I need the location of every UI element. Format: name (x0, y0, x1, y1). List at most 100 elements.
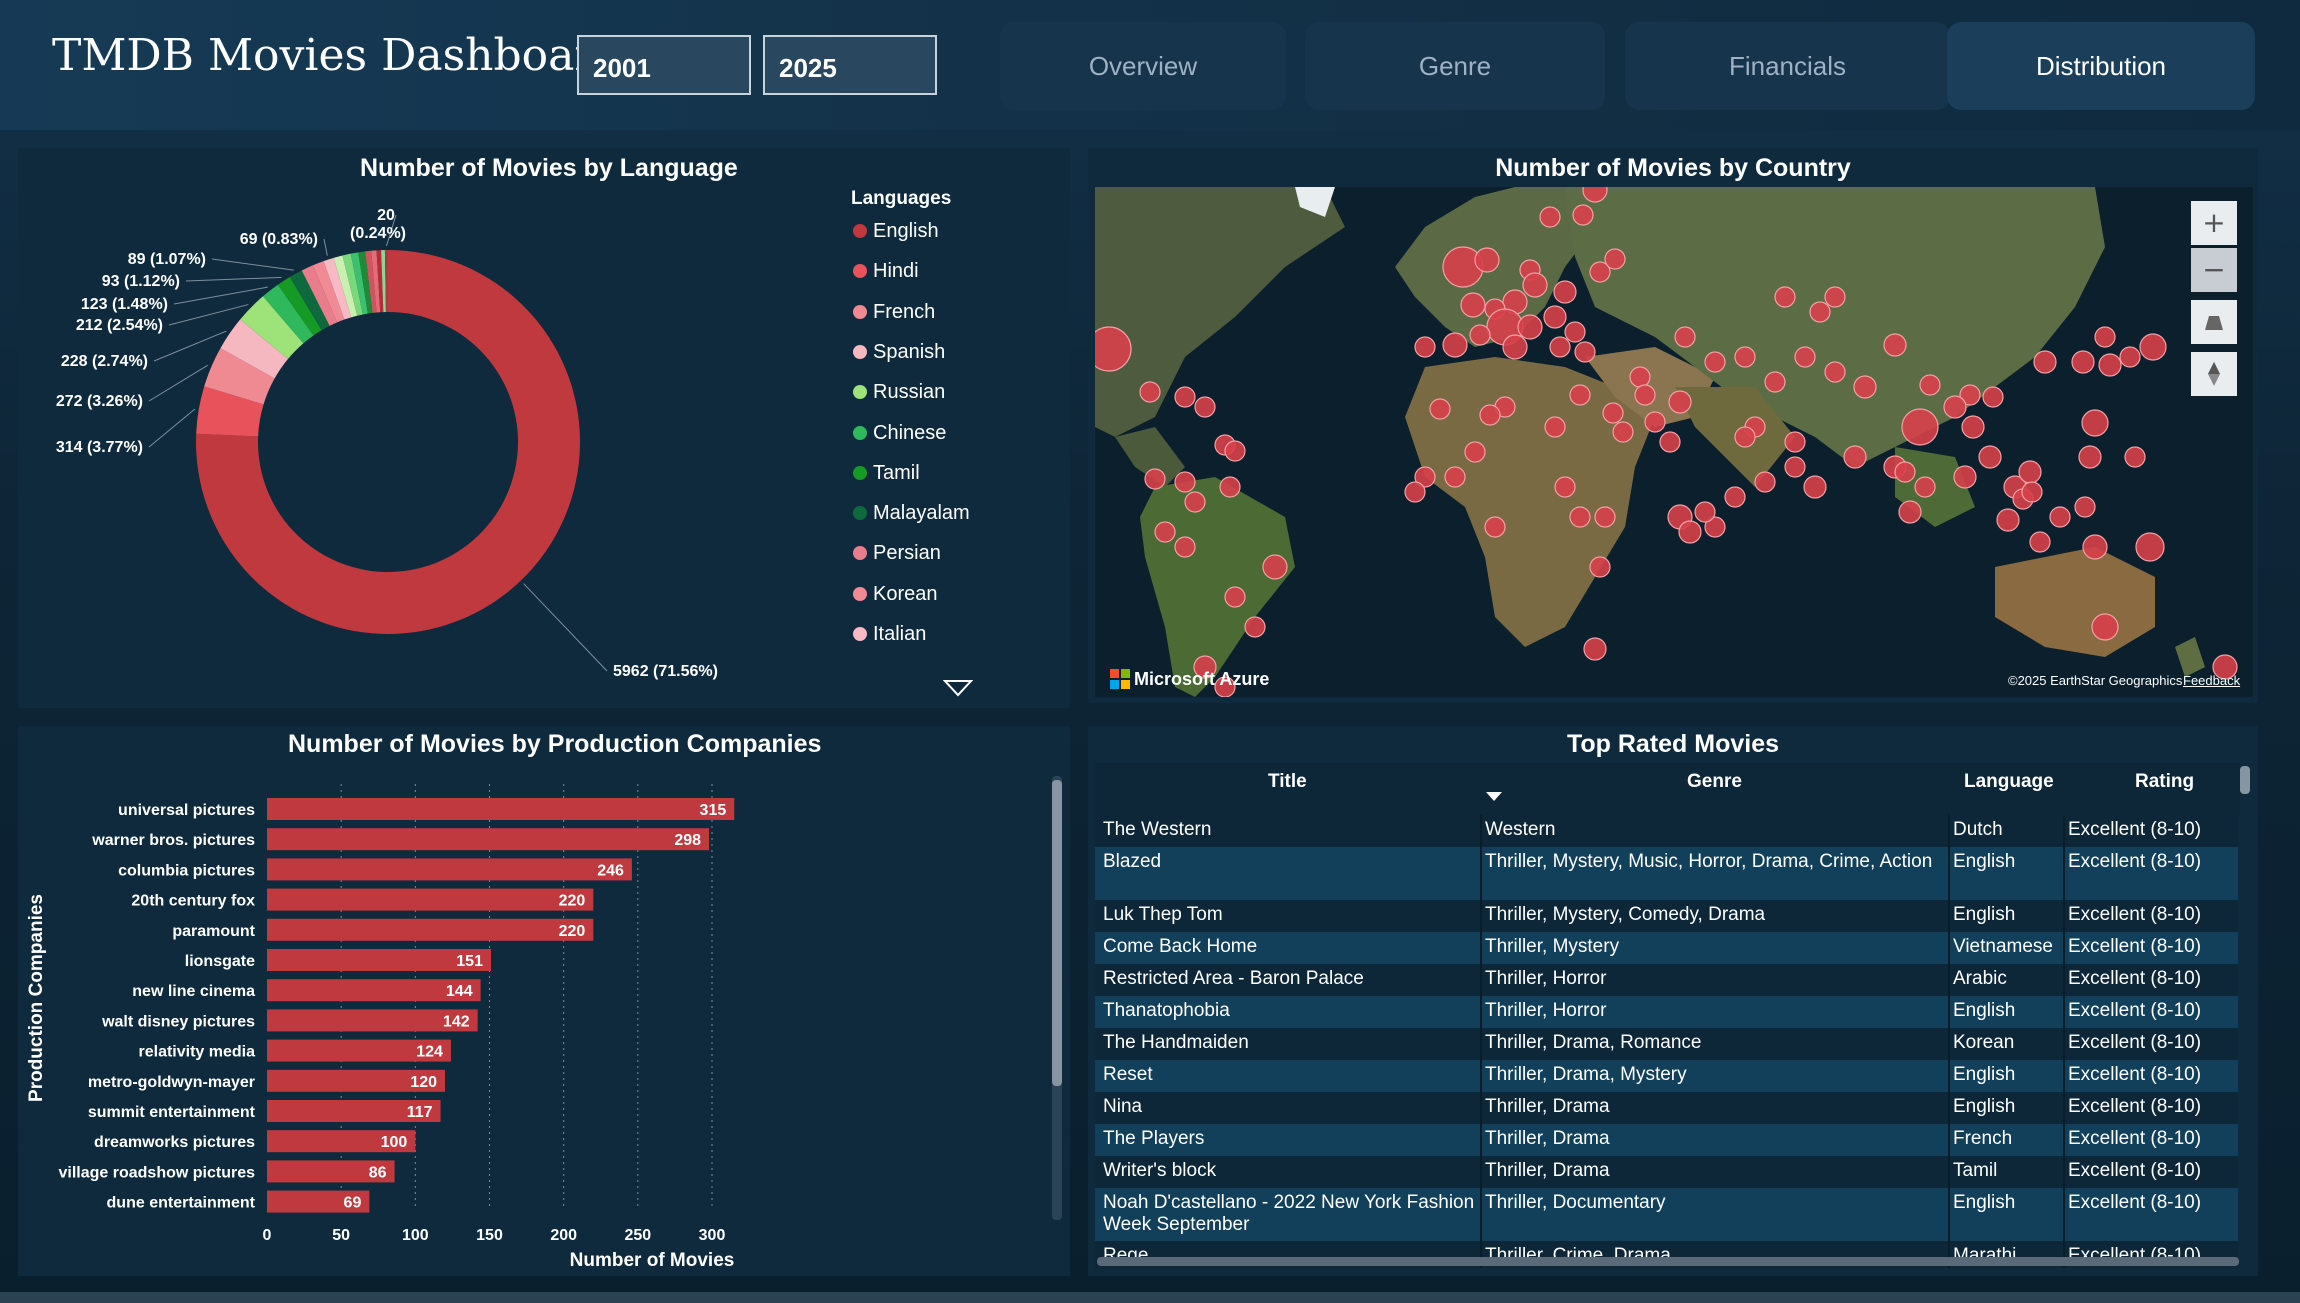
country-bubble[interactable] (1915, 477, 1935, 497)
country-bubble[interactable] (1570, 507, 1590, 527)
country-bubble[interactable] (1175, 537, 1195, 557)
country-bubble[interactable] (2120, 347, 2140, 367)
tab-financials[interactable]: Financials (1625, 22, 1950, 110)
country-bubble[interactable] (1605, 249, 1625, 269)
country-bubble[interactable] (1679, 521, 1701, 543)
country-bubble[interactable] (2072, 351, 2094, 373)
country-bubble[interactable] (1443, 333, 1467, 357)
table-row[interactable]: Writer's block Thriller, Drama Tamil Excell… (1095, 1156, 2238, 1188)
country-bubble[interactable] (1944, 396, 1966, 418)
country-bubble[interactable] (1480, 405, 1500, 425)
country-bubble[interactable] (1695, 502, 1715, 522)
table-row[interactable]: Restricted Area - Baron Palace Thriller, … (1095, 964, 2238, 996)
bar-20th-century-fox[interactable] (267, 889, 593, 911)
legend-scroll-down-icon[interactable] (943, 679, 973, 697)
country-bubble[interactable] (1630, 367, 1650, 387)
tab-genre[interactable]: Genre (1305, 22, 1605, 110)
country-bubble[interactable] (1755, 472, 1775, 492)
table-horizontal-scrollbar[interactable] (1097, 1257, 2239, 1266)
legend-item-russian[interactable]: Russian (853, 381, 945, 404)
country-bubble[interactable] (1775, 287, 1795, 307)
map-tilt-button[interactable] (2191, 300, 2237, 344)
column-header-title[interactable]: Title (1268, 771, 1307, 793)
country-bubble[interactable] (1899, 501, 1921, 523)
country-bubble[interactable] (1725, 487, 1745, 507)
country-bubble[interactable] (2075, 497, 2095, 517)
country-bubble[interactable] (1485, 517, 1505, 537)
country-bubble[interactable] (1795, 347, 1815, 367)
table-row[interactable]: Luk Thep Tom Thriller, Mystery, Comedy, D… (1095, 900, 2238, 932)
country-bubble[interactable] (1565, 322, 1585, 342)
country-bubble[interactable] (1415, 337, 1435, 357)
legend-item-malayalam[interactable]: Malayalam (853, 502, 970, 525)
country-bubble[interactable] (1175, 472, 1195, 492)
bar-universal-pictures[interactable] (267, 798, 734, 820)
country-bubble[interactable] (2140, 334, 2166, 360)
country-bubble[interactable] (1884, 334, 1906, 356)
country-bubble[interactable] (1902, 409, 1938, 445)
country-bubble[interactable] (1590, 557, 1610, 577)
country-bubble[interactable] (2030, 532, 2050, 552)
country-bubble[interactable] (2136, 533, 2164, 561)
table-row[interactable]: The Western Western Dutch Excellent (8-10) (1095, 815, 2238, 847)
country-bubble[interactable] (1595, 507, 1615, 527)
country-bubble[interactable] (1263, 555, 1287, 579)
country-bubble[interactable] (1445, 467, 1465, 487)
country-bubble[interactable] (1545, 417, 1565, 437)
country-bubble[interactable] (1575, 342, 1595, 362)
country-bubble[interactable] (2092, 614, 2118, 640)
country-bubble[interactable] (1895, 462, 1915, 482)
table-scrollbar-thumb[interactable] (2240, 766, 2250, 794)
country-bubble[interactable] (1461, 293, 1485, 317)
country-bubble[interactable] (1603, 403, 1623, 423)
country-bubble[interactable] (1518, 315, 1542, 339)
country-bubble[interactable] (1669, 391, 1691, 413)
legend-item-english[interactable]: English (853, 220, 939, 243)
country-bubble[interactable] (2082, 410, 2108, 436)
legend-item-tamil[interactable]: Tamil (853, 462, 920, 485)
country-bubble[interactable] (2050, 507, 2070, 527)
table-row[interactable]: Thanatophobia Thriller, Horror English Exce… (1095, 996, 2238, 1028)
country-bubble[interactable] (1844, 446, 1866, 468)
map-compass-button[interactable] (2191, 352, 2237, 396)
country-bubble[interactable] (2099, 354, 2121, 376)
legend-item-french[interactable]: French (853, 301, 935, 324)
country-bubble[interactable] (1225, 587, 1245, 607)
map-zoom-out-button[interactable]: − (2191, 248, 2237, 292)
country-bubble[interactable] (2125, 447, 2145, 467)
table-row[interactable]: Nina Thriller, Drama English Excellent (8-1… (1095, 1092, 2238, 1124)
country-bubble[interactable] (1540, 207, 1560, 227)
year-from-input[interactable]: 2001 (577, 35, 751, 95)
country-bubble[interactable] (1675, 327, 1695, 347)
legend-item-italian[interactable]: Italian (853, 623, 926, 646)
country-bubble[interactable] (1220, 477, 1240, 497)
table-row[interactable]: Come Back Home Thriller, Mystery Vietnames… (1095, 932, 2238, 964)
country-bubble[interactable] (1570, 385, 1590, 405)
country-bubble[interactable] (1785, 432, 1805, 452)
country-bubble[interactable] (1430, 399, 1450, 419)
country-bubble[interactable] (1465, 442, 1485, 462)
legend-item-persian[interactable]: Persian (853, 542, 941, 565)
legend-item-korean[interactable]: Korean (853, 583, 938, 606)
country-bubble[interactable] (1810, 302, 1830, 322)
legend-item-hindi[interactable]: Hindi (853, 260, 919, 283)
bar-paramount[interactable] (267, 919, 593, 941)
country-bubble[interactable] (1983, 387, 2003, 407)
bar-columbia-pictures[interactable] (267, 858, 632, 880)
country-bubble[interactable] (1573, 205, 1593, 225)
table-row[interactable]: The Handmaiden Thriller, Drama, Romance Ko… (1095, 1028, 2238, 1060)
legend-item-chinese[interactable]: Chinese (853, 422, 946, 445)
country-bubble[interactable] (1962, 416, 1984, 438)
tab-distribution[interactable]: Distribution (1947, 22, 2255, 110)
country-bubble[interactable] (1613, 422, 1633, 442)
country-bubble[interactable] (1185, 492, 1205, 512)
country-bubble[interactable] (1735, 427, 1755, 447)
country-bubble[interactable] (1470, 325, 1490, 345)
country-bubble[interactable] (1635, 385, 1655, 405)
country-bubble[interactable] (1735, 347, 1755, 367)
country-bubble[interactable] (1175, 387, 1195, 407)
country-bubble[interactable] (1475, 248, 1499, 272)
year-to-input[interactable]: 2025 (763, 35, 937, 95)
country-bubble[interactable] (1979, 446, 2001, 468)
country-bubble[interactable] (1825, 362, 1845, 382)
